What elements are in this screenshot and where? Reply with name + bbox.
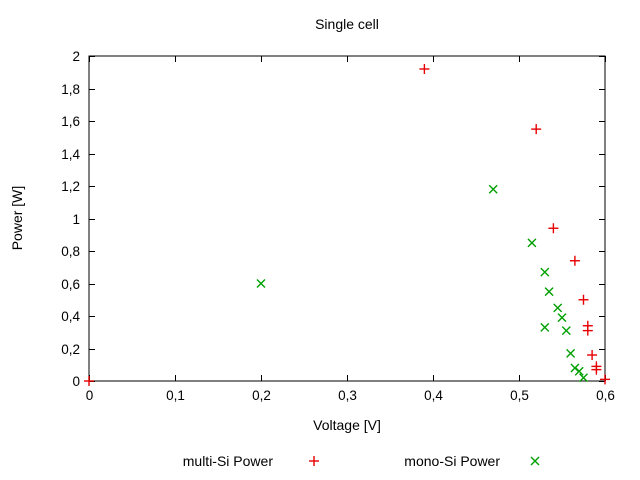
plot-frame: [88, 55, 606, 382]
legend-plus-marker-icon: [309, 456, 319, 466]
legend-label-mono-si: mono-Si Power: [404, 453, 500, 469]
data-point-plus-icon: [84, 376, 94, 386]
tick-label: 2: [72, 49, 80, 64]
data-point-cross-icon: [574, 366, 584, 376]
data-point-plus-icon: [591, 364, 602, 375]
data-point-cross-icon: [256, 279, 266, 288]
data-point-plus-icon: [531, 124, 542, 135]
data-point-cross-icon: [566, 348, 576, 358]
tick-label: 1,8: [61, 82, 80, 97]
tick-label: 1,2: [61, 179, 80, 194]
tick-label: 0: [72, 374, 80, 389]
data-point-plus-icon: [569, 255, 580, 266]
data-point-plus-icon: [587, 350, 598, 360]
data-point-cross-icon: [557, 313, 567, 323]
data-point-plus-icon: [582, 325, 593, 336]
tick-label: 0,4: [61, 309, 80, 324]
data-point-cross-icon: [553, 303, 563, 313]
data-point-cross-icon: [561, 326, 571, 336]
legend-label-multi-si: multi-Si Power: [182, 453, 273, 469]
tick-label: 1,4: [61, 147, 80, 162]
data-point-plus-icon: [309, 456, 319, 466]
tick-label: 1,6: [61, 114, 80, 129]
tick-label: 0,2: [252, 388, 271, 403]
tick-label: 1: [72, 212, 80, 227]
data-point-plus-icon: [600, 374, 610, 385]
data-point-plus-icon: [419, 64, 430, 74]
data-point-cross-icon: [544, 287, 554, 297]
data-point-cross-icon: [570, 363, 580, 373]
chart-title: Single cell: [315, 16, 379, 32]
tick-label: 0,5: [510, 388, 529, 403]
data-point-plus-icon: [578, 294, 589, 305]
legend-cross-marker-icon: [530, 456, 540, 466]
tick-label: 0: [86, 388, 94, 403]
data-point-cross-icon: [530, 456, 540, 466]
tick-label: 0,6: [596, 388, 615, 403]
tick-label: 0,8: [61, 244, 80, 259]
data-point-plus-icon: [548, 223, 559, 234]
tick-label: 0,2: [61, 342, 80, 357]
y-axis-label: Power [W]: [9, 185, 25, 251]
tick-label: 0,6: [61, 277, 80, 292]
data-point-cross-icon: [540, 322, 550, 332]
data-point-cross-icon: [540, 267, 550, 277]
data-point-cross-icon: [488, 184, 498, 194]
data-point-cross-icon: [527, 238, 537, 248]
tick-label: 0,3: [338, 388, 357, 403]
x-axis-label: Voltage [V]: [313, 417, 381, 433]
tick-label: 0,1: [166, 388, 185, 403]
tick-label: 0,4: [424, 388, 443, 403]
data-point-cross-icon: [579, 373, 588, 383]
